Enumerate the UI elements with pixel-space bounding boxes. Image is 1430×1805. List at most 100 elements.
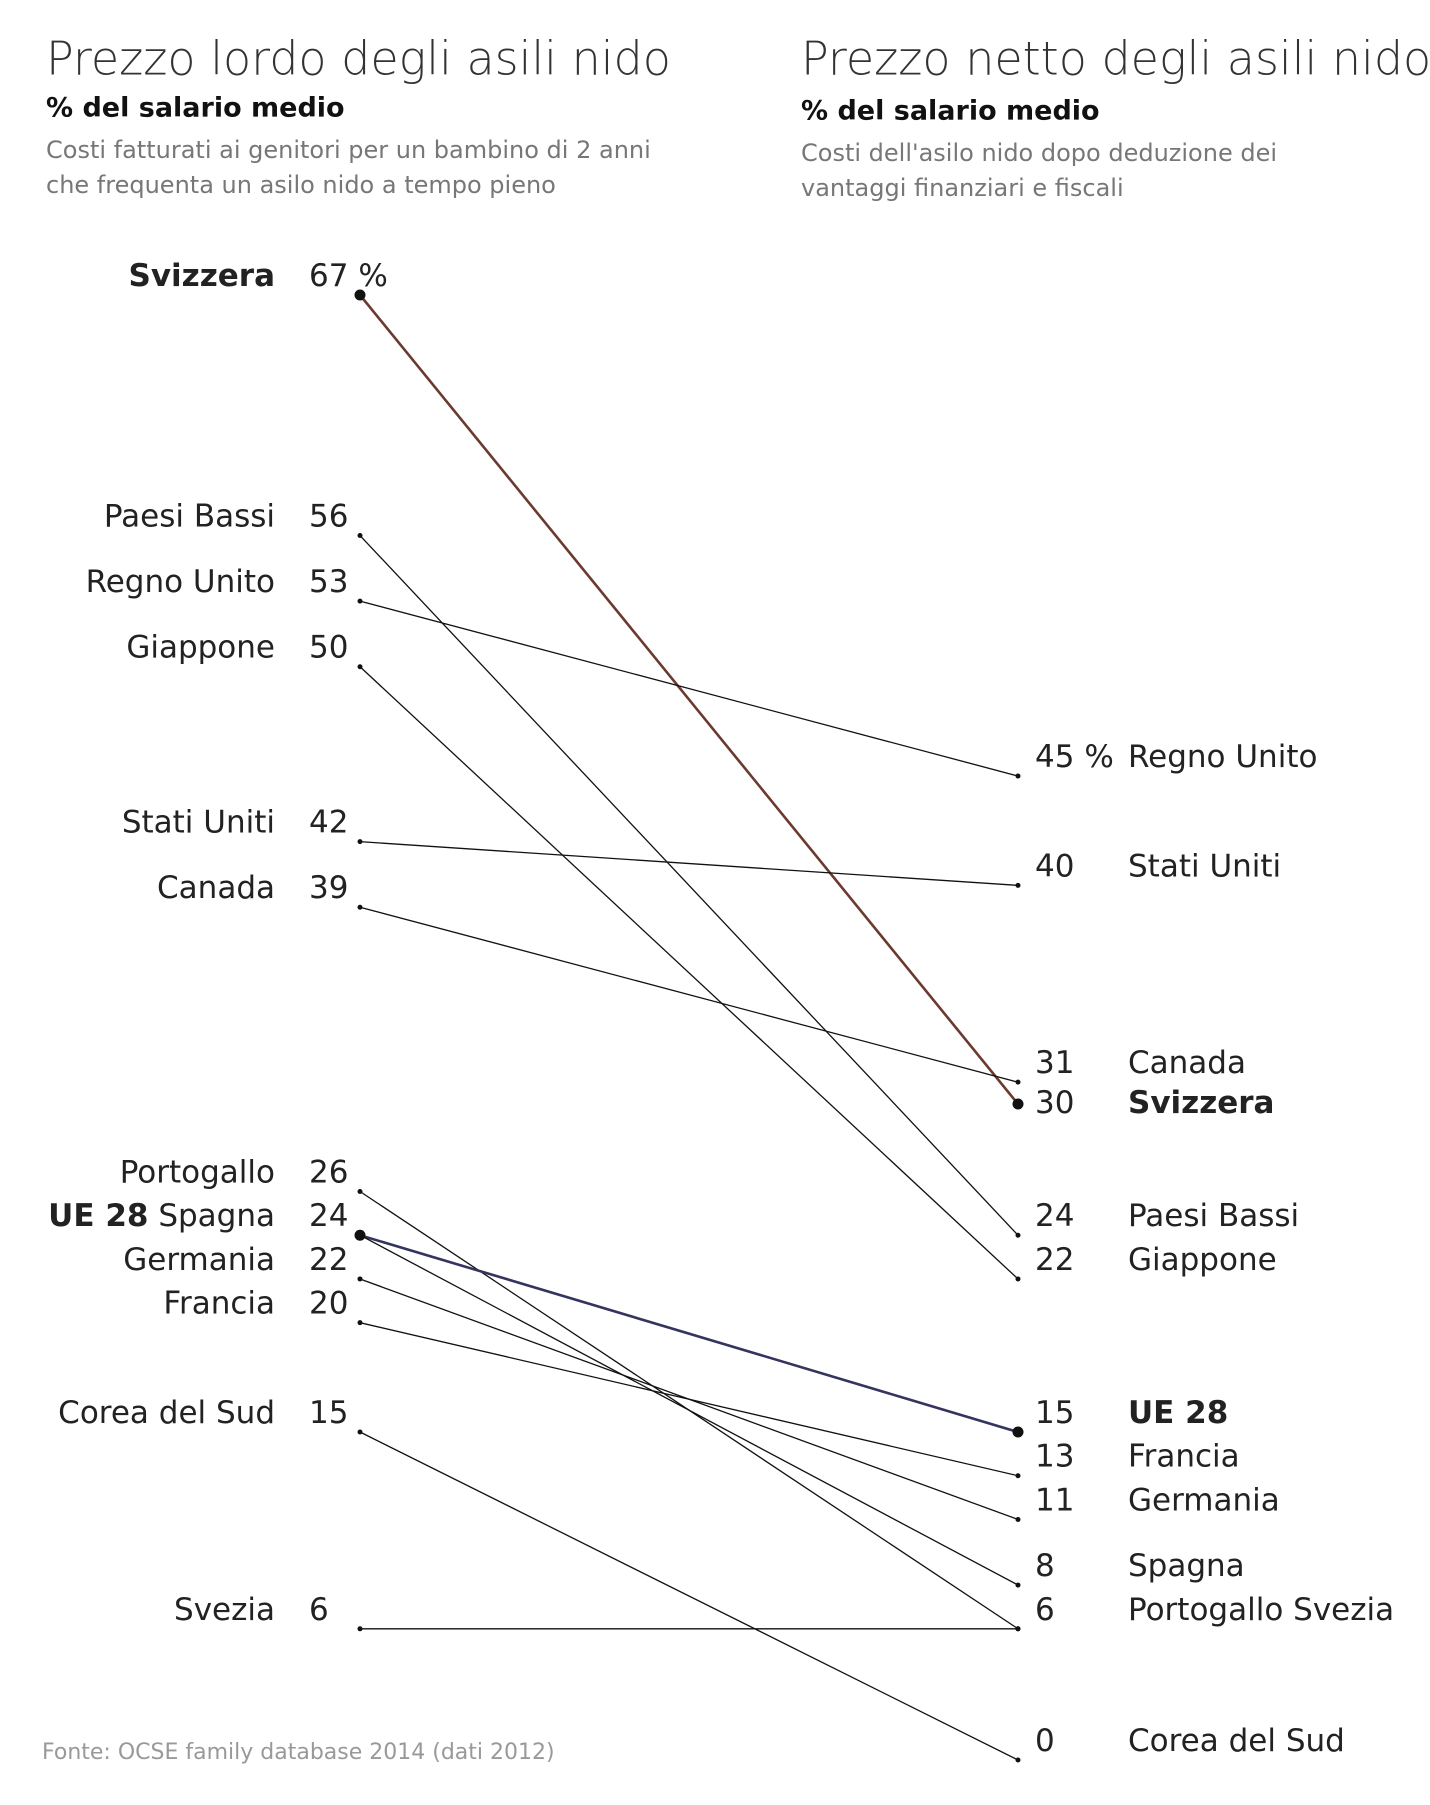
country-name: Canada	[157, 870, 275, 906]
country-name: Giappone	[1128, 1241, 1277, 1277]
country-label: Canada	[157, 870, 275, 906]
dot	[357, 839, 363, 845]
value-label: 30	[1035, 1085, 1074, 1121]
country-name: Portogallo	[120, 1154, 275, 1190]
value-label: 24	[1035, 1198, 1074, 1234]
country-name: Francia	[163, 1285, 275, 1321]
slope-line	[359, 666, 1019, 1280]
country-name: Francia	[1128, 1438, 1240, 1474]
value-label: 67	[309, 258, 348, 294]
value-label: 6	[309, 1591, 329, 1627]
value-label: 31	[1035, 1045, 1074, 1081]
country-label: Regno Unito	[1128, 739, 1317, 775]
dot	[357, 1626, 363, 1632]
dot	[1015, 1516, 1021, 1522]
dot	[357, 904, 363, 910]
country-name: Paesi Bassi	[1128, 1198, 1299, 1234]
dot	[357, 1429, 363, 1435]
slope-line	[359, 535, 1019, 1236]
unit: %	[358, 258, 387, 294]
value-label: 67 %	[309, 258, 388, 294]
country-label: Spagna	[1128, 1548, 1245, 1584]
slope-line	[359, 600, 1019, 777]
value-label: 56	[309, 498, 348, 534]
dot	[354, 289, 366, 301]
right-title: Prezzo netto degli asili nido	[801, 32, 1430, 86]
value-label: 11	[1035, 1482, 1074, 1518]
value-label: 6	[309, 1591, 329, 1627]
dot	[357, 1276, 363, 1282]
value-label: 42	[309, 804, 348, 840]
value-label: 24	[309, 1198, 348, 1234]
country-label: UE 28 Spagna	[48, 1198, 275, 1234]
value-label: 20	[309, 1285, 348, 1321]
slope-line	[359, 906, 1019, 1083]
country-name: Svezia	[1293, 1591, 1394, 1627]
country-name: Corea del Sud	[1128, 1723, 1345, 1759]
dot	[1015, 1079, 1021, 1085]
country-name: Canada	[1128, 1045, 1246, 1081]
country-name: Spagna	[1128, 1548, 1245, 1584]
country-label: Portogallo Svezia	[1128, 1591, 1394, 1627]
slope-line	[359, 840, 1019, 887]
value-label: 6	[1035, 1591, 1055, 1627]
value-label: 22	[309, 1241, 348, 1277]
value-label: 53	[309, 564, 348, 600]
value-label: 50	[309, 629, 348, 665]
country-name: Regno Unito	[1128, 739, 1317, 775]
country-name: UE 28	[48, 1198, 148, 1234]
dot	[1015, 773, 1021, 779]
country-name: Stati Uniti	[122, 804, 275, 840]
right-note: Costi dell'asilo nido dopo deduzione dei	[801, 139, 1277, 167]
left-note: che frequenta un asilo nido a tempo pien…	[46, 171, 556, 199]
dot	[1015, 1473, 1021, 1479]
dot	[1015, 1232, 1021, 1238]
country-label: Paesi Bassi	[104, 498, 275, 534]
value-label: 13	[1035, 1438, 1074, 1474]
value-label: 45 %	[1035, 739, 1114, 775]
country-label: Portogallo	[120, 1154, 275, 1190]
country-name: Svizzera	[1128, 1085, 1274, 1121]
value-label: 13	[1035, 1438, 1074, 1474]
dot	[1015, 1276, 1021, 1282]
right-subtitle: % del salario medio	[801, 96, 1100, 127]
country-name: Portogallo	[1128, 1591, 1283, 1627]
value-label: 15	[309, 1395, 348, 1431]
value-label: 39	[309, 870, 348, 906]
value-label: 8	[1035, 1548, 1055, 1584]
dot	[357, 1188, 363, 1194]
dot	[1012, 1098, 1024, 1110]
slope-line	[359, 1234, 1019, 1586]
left-subtitle: % del salario medio	[46, 93, 345, 124]
value-label: 20	[309, 1285, 348, 1321]
slope-line	[359, 1233, 1019, 1434]
dot	[1015, 882, 1021, 888]
value-label: 22	[1035, 1241, 1074, 1277]
slope-line	[359, 1431, 1019, 1761]
country-label: Germania	[1128, 1482, 1280, 1518]
value-label: 56	[309, 498, 348, 534]
country-name: Corea del Sud	[58, 1395, 275, 1431]
slope-line	[358, 294, 1020, 1105]
source: Fonte: OCSE family database 2014 (dati 2…	[42, 1740, 555, 1765]
country-label: UE 28	[1128, 1395, 1228, 1431]
value-label: 22	[309, 1241, 348, 1277]
value-label: 15	[309, 1395, 348, 1431]
country-label: Francia	[1128, 1438, 1240, 1474]
dot	[1015, 1582, 1021, 1588]
country-label: Stati Uniti	[122, 804, 275, 840]
value-label: 42	[309, 804, 348, 840]
dot	[1012, 1426, 1024, 1438]
country-name: UE 28	[1128, 1395, 1228, 1431]
value-label: 15	[1035, 1395, 1074, 1431]
country-name: Stati Uniti	[1128, 848, 1281, 884]
country-name: Regno Unito	[86, 564, 275, 600]
country-label: Svizzera	[129, 258, 275, 294]
value-label: 26	[309, 1154, 348, 1190]
country-label: Francia	[163, 1285, 275, 1321]
country-name: Germania	[123, 1241, 275, 1277]
left-title: Prezzo lordo degli asili nido	[46, 32, 671, 86]
value-label: 0	[1035, 1723, 1055, 1759]
value-label: 39	[309, 870, 348, 906]
